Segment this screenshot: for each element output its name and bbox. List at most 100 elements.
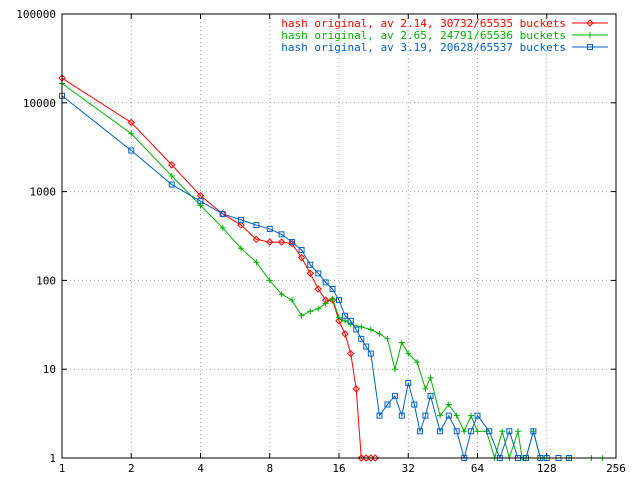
- x-tick-label: 32: [402, 462, 415, 475]
- y-tick-label: 1: [49, 452, 56, 465]
- data-point: [307, 308, 314, 315]
- series-line: [61, 95, 570, 460]
- y-tick-label: 100000: [16, 8, 56, 21]
- data-point: [266, 225, 273, 232]
- data-point: [197, 198, 204, 205]
- data-point: [376, 330, 383, 337]
- data-point: [445, 412, 452, 419]
- data-point: [168, 161, 176, 169]
- data-point: [363, 343, 370, 350]
- data-point: [315, 270, 322, 277]
- x-tick-label: 2: [128, 462, 135, 475]
- data-point: [376, 412, 383, 419]
- data-point: [289, 239, 296, 246]
- grid: [62, 14, 616, 458]
- x-tick-label: 4: [197, 462, 204, 475]
- data-point: [252, 235, 261, 244]
- data-point: [437, 428, 444, 435]
- data-point: [411, 401, 418, 408]
- series-3: [59, 92, 573, 461]
- data-point: [128, 130, 135, 137]
- data-point: [127, 118, 135, 127]
- data-point: [322, 300, 329, 307]
- data-point: [474, 412, 481, 419]
- data-point: [238, 245, 245, 252]
- data-point: [266, 277, 273, 284]
- y-tick-label: 10000: [23, 97, 56, 110]
- data-point: [253, 259, 260, 266]
- data-point: [278, 291, 285, 298]
- data-point: [298, 312, 305, 319]
- data-point: [437, 412, 444, 419]
- data-point: [474, 428, 481, 435]
- data-point: [315, 305, 322, 312]
- data-point: [314, 285, 322, 293]
- legend-label: hash original, av 2.14, 30732/65535 buck…: [281, 17, 566, 30]
- data-point: [336, 297, 342, 304]
- data-point: [253, 222, 260, 229]
- data-point: [371, 454, 379, 462]
- data-point: [342, 317, 349, 324]
- data-point: [398, 412, 405, 419]
- data-point: [219, 224, 226, 231]
- data-point: [266, 238, 274, 246]
- x-tick-label: 16: [332, 462, 345, 475]
- data-point: [445, 401, 452, 408]
- data-point: [427, 374, 434, 381]
- data-point: [453, 412, 460, 419]
- series-group: [58, 74, 606, 462]
- axis-ticks: 1 2 4 8 16 32 64 128 256 1 10 100 1000 10000 100000: [16, 8, 626, 475]
- data-point: [336, 314, 342, 321]
- y-tick-label: 10: [43, 363, 56, 376]
- data-point: [353, 326, 360, 333]
- x-tick-label: 8: [266, 462, 273, 475]
- data-point: [335, 317, 343, 325]
- data-point: [515, 428, 522, 435]
- data-point: [367, 326, 374, 333]
- data-point: [422, 385, 429, 392]
- data-point: [384, 335, 391, 342]
- data-point: [237, 221, 245, 229]
- data-point: [391, 392, 398, 399]
- data-point: [289, 297, 296, 304]
- data-point: [461, 428, 468, 435]
- data-point: [277, 238, 286, 246]
- data-point: [278, 231, 285, 238]
- data-point: [391, 366, 398, 373]
- data-point: [468, 412, 475, 419]
- data-point: [486, 428, 493, 435]
- data-point: [128, 147, 135, 154]
- series-line: [61, 83, 603, 460]
- data-point: [347, 317, 354, 324]
- data-point: [357, 454, 366, 462]
- legend-label: hash original, av 2.65, 24791/65536 buck…: [281, 29, 566, 42]
- data-point: [168, 181, 175, 188]
- series-2: [59, 80, 606, 461]
- data-point: [405, 350, 412, 357]
- data-point: [341, 330, 349, 338]
- data-point: [329, 286, 336, 293]
- data-point: [453, 428, 460, 435]
- data-point: [367, 350, 374, 357]
- data-point: [414, 359, 421, 366]
- data-point: [468, 428, 475, 435]
- legend-marker: [586, 19, 594, 27]
- plot-frame: [61, 13, 617, 459]
- data-point: [427, 392, 434, 399]
- data-point: [530, 428, 537, 435]
- data-point: [307, 261, 314, 268]
- data-point: [347, 349, 355, 358]
- data-point: [342, 312, 349, 319]
- data-point: [499, 428, 506, 435]
- data-point: [298, 246, 305, 253]
- data-point: [306, 269, 314, 278]
- data-point: [329, 295, 336, 302]
- data-point: [219, 210, 226, 217]
- x-tick-label: 256: [606, 462, 626, 475]
- data-point: [168, 172, 175, 179]
- data-point: [358, 323, 365, 330]
- data-point: [422, 412, 429, 419]
- data-point: [352, 385, 360, 393]
- x-tick-label: 1: [59, 462, 66, 475]
